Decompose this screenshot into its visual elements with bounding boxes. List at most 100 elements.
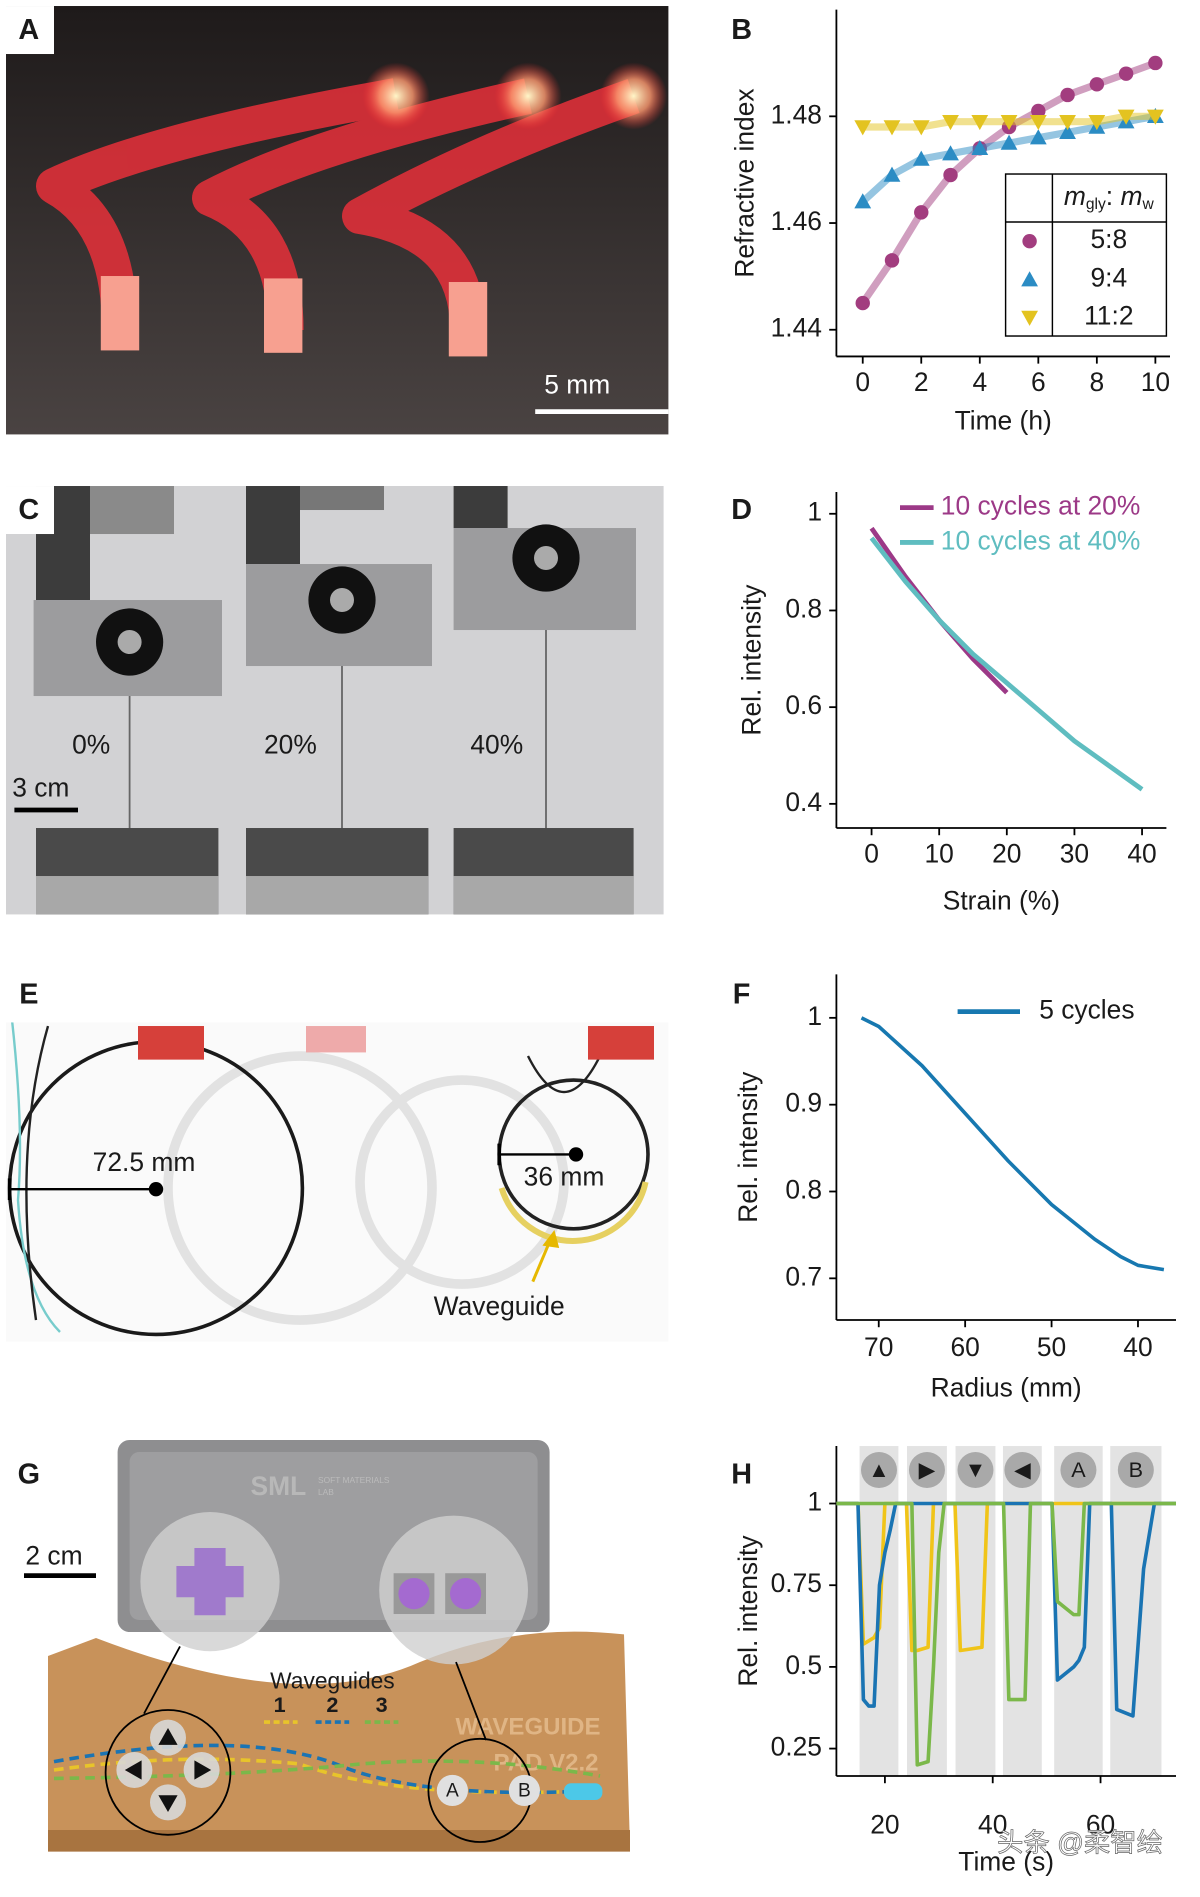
- marker: [854, 120, 872, 136]
- band-icon: [860, 1452, 897, 1489]
- legend-label: 10 cycles at 20%: [941, 491, 1141, 521]
- marker: [884, 253, 900, 268]
- marker: [912, 120, 930, 136]
- x-tick-label: 0: [855, 367, 870, 397]
- y-axis-label: Rel. intensity: [733, 1071, 763, 1223]
- radius-label: 72.5 mm: [93, 1147, 196, 1177]
- x-tick-label: 50: [1037, 1332, 1066, 1362]
- marker: [1000, 134, 1018, 150]
- y-tick-label: 0.25: [771, 1732, 822, 1762]
- x-axis-label: Time (h): [955, 405, 1052, 435]
- marker: [883, 166, 901, 182]
- band: [1002, 1446, 1042, 1777]
- button-label: B: [518, 1781, 531, 1802]
- marker: [1000, 114, 1018, 131]
- band-label: ◀: [1014, 1457, 1031, 1482]
- y-tick-label: 0.5: [785, 1650, 822, 1680]
- x-axis-label: Time (s): [958, 1847, 1054, 1877]
- marker: [1060, 87, 1075, 103]
- pad-label: WAVEGUIDE: [456, 1713, 601, 1740]
- y-tick-label: 0.8: [785, 593, 822, 623]
- legend-label: 10 cycles at 40%: [941, 525, 1141, 555]
- x-tick-label: 2: [914, 367, 929, 397]
- x-tick-label: 8: [1089, 367, 1104, 397]
- y-tick-label: 1.48: [771, 99, 822, 129]
- marker: [971, 139, 989, 156]
- legend-title-part: m: [1064, 181, 1086, 211]
- marker: [942, 145, 959, 161]
- panel-letter: F: [733, 979, 751, 1011]
- marker: [883, 120, 901, 136]
- marker: [1117, 109, 1135, 125]
- panel-letter: A: [18, 14, 39, 46]
- photo-g: WAVEGUIDE PAD V2.2 SML SOFT MATERIALS LA…: [18, 1440, 630, 1852]
- x-tick-label: 10: [925, 839, 954, 869]
- marker: [1088, 114, 1106, 131]
- y-tick-label: 0.75: [771, 1568, 822, 1598]
- legend-label: 11:2: [1084, 300, 1133, 330]
- photo-c: 0% 20% 40% 3 cm C: [6, 486, 664, 915]
- panel-letter: H: [731, 1459, 752, 1491]
- x-tick-label: 70: [864, 1332, 893, 1362]
- strain-label: 0%: [72, 729, 110, 759]
- legend-marker: [1021, 310, 1038, 326]
- legend-title-part: :: [1106, 181, 1121, 211]
- marker: [855, 295, 870, 311]
- marker: [1029, 129, 1047, 145]
- radius-label: 36 mm: [524, 1161, 605, 1191]
- panel-letter: G: [18, 1459, 40, 1491]
- band-label: A: [1071, 1457, 1086, 1482]
- marker: [854, 193, 872, 209]
- legend-title: mgly: mw: [1064, 181, 1155, 213]
- x-tick-label: 40: [1123, 1332, 1152, 1362]
- button-label: A: [446, 1781, 459, 1802]
- band-icon: [1060, 1452, 1097, 1489]
- band-icon: [908, 1452, 945, 1489]
- legend-label: 9:4: [1090, 263, 1127, 293]
- y-tick-label: 1: [807, 1001, 822, 1031]
- y-tick-label: 0.6: [785, 690, 822, 720]
- legend-title-part: m: [1120, 181, 1142, 211]
- band: [1110, 1446, 1162, 1777]
- y-tick-label: 0.4: [785, 787, 822, 817]
- legend-marker: [1022, 234, 1037, 249]
- watermark: 头条 @柔智绘: [997, 1827, 1163, 1857]
- photo-e: 72.5 mm 36 mm Waveguide E: [6, 974, 669, 1342]
- x-tick-label: 4: [972, 367, 987, 397]
- panel-letter: D: [731, 494, 752, 526]
- y-axis-label: Rel. intensity: [733, 1535, 763, 1687]
- marker: [1148, 55, 1163, 71]
- band-label: ▼: [965, 1457, 986, 1482]
- y-axis-label: Rel. intensity: [737, 584, 767, 736]
- y-tick-label: 1.44: [771, 313, 822, 343]
- photo-a: 5 mm A: [6, 6, 669, 435]
- y-tick-label: 1: [807, 497, 822, 527]
- y-tick-label: 1: [807, 1486, 822, 1516]
- strain-label: 40%: [470, 729, 523, 759]
- band-label: B: [1129, 1457, 1143, 1482]
- series-line: [860, 1016, 1165, 1272]
- x-tick-label: 6: [1031, 367, 1046, 397]
- marker: [1059, 123, 1076, 140]
- x-axis-label: Radius (mm): [931, 1373, 1082, 1403]
- scale-bar-label: 2 cm: [25, 1541, 82, 1571]
- scale-bar-label: 3 cm: [12, 773, 69, 803]
- marker: [1118, 66, 1134, 81]
- x-tick-label: 0: [864, 839, 879, 869]
- band-icon: [1004, 1452, 1041, 1489]
- marker: [912, 150, 930, 166]
- scale-bar-label: 5 mm: [544, 369, 610, 399]
- waveguide-number: 1: [274, 1692, 286, 1717]
- logo: SML: [251, 1471, 307, 1501]
- band: [955, 1446, 996, 1777]
- panel-letter: C: [18, 494, 39, 526]
- marker: [1146, 109, 1164, 125]
- y-tick-label: 0.7: [785, 1261, 822, 1291]
- legend-box: [1004, 173, 1168, 337]
- band-label: ▶: [919, 1457, 936, 1482]
- logo-sub: SOFT MATERIALS: [318, 1475, 390, 1485]
- y-axis-label: Refractive index: [729, 88, 759, 277]
- logo-sub: LAB: [318, 1487, 334, 1497]
